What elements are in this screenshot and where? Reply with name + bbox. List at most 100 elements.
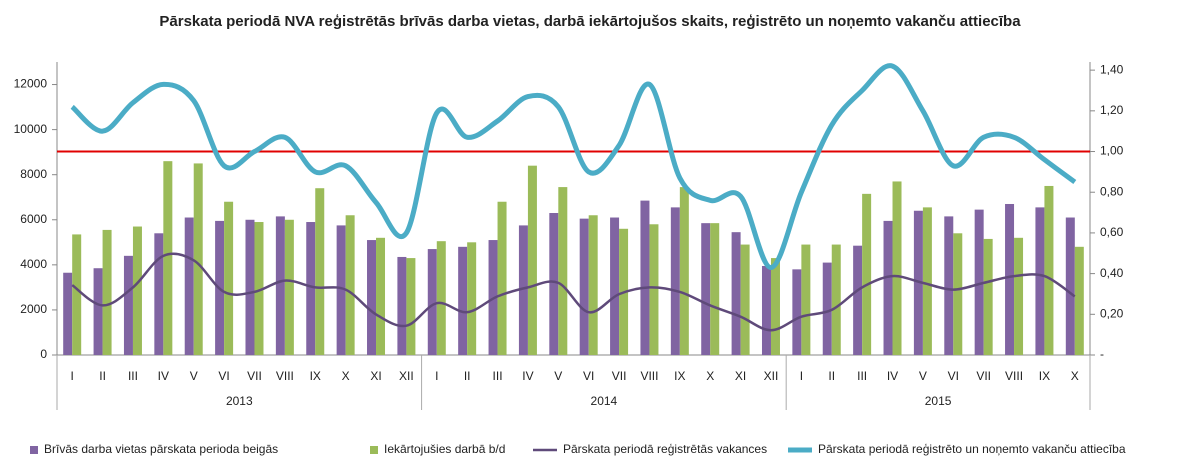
bar (922, 207, 932, 355)
x-tick-label: V (919, 369, 927, 383)
x-tick-label: II (464, 369, 471, 383)
bar (679, 187, 689, 355)
bar (376, 237, 386, 355)
bar (527, 165, 537, 355)
bar (1014, 237, 1024, 355)
x-tick-label: XII (764, 369, 779, 383)
bar (275, 216, 285, 355)
x-tick-label: V (190, 369, 198, 383)
bar (427, 249, 437, 355)
chart-title: Pārskata periodā NVA reģistrētās brīvās … (159, 13, 1021, 30)
y2-tick-label: 0,80 (1100, 184, 1124, 198)
bar (640, 200, 650, 355)
bar (72, 234, 82, 355)
bar (102, 229, 112, 355)
line (70, 63, 1077, 271)
bar (123, 255, 133, 355)
bar (93, 268, 103, 355)
x-tick-label: VII (976, 369, 991, 383)
bar (831, 244, 841, 355)
bar (588, 215, 598, 355)
x-tick-label: X (342, 369, 350, 383)
bar (345, 215, 355, 355)
legend-label: Iekārtojušies darbā b/d (384, 442, 505, 456)
y-tick-label: 2000 (20, 302, 47, 316)
bar (649, 224, 659, 355)
bar (731, 232, 741, 355)
bar (953, 233, 963, 355)
bar (245, 219, 255, 355)
x-group-label: 2014 (591, 394, 618, 408)
y-tick-label: 6000 (20, 212, 47, 226)
bar (436, 241, 446, 355)
y2-tick-label: 1,40 (1100, 62, 1124, 76)
legend-label: Pārskata periodā reģistrētās vakances (563, 442, 767, 456)
bar (193, 163, 203, 355)
legend-swatch (370, 446, 378, 454)
x-tick-label: X (1071, 369, 1079, 383)
y2-tick-label: 0,60 (1100, 225, 1124, 239)
x-tick-label: IX (310, 369, 321, 383)
bar (367, 240, 377, 355)
bar (862, 193, 872, 355)
y2-tick-label: 1,20 (1100, 103, 1124, 117)
x-tick-label: III (493, 369, 503, 383)
x-tick-label: IV (158, 369, 169, 383)
bar (315, 188, 325, 355)
bar (801, 244, 811, 355)
bar (883, 220, 893, 355)
bar (132, 226, 142, 355)
bar (458, 246, 468, 355)
bar (1035, 207, 1045, 355)
bar (254, 222, 264, 355)
x-group-label: 2013 (226, 394, 253, 408)
x-tick-label: I (71, 369, 74, 383)
bar (163, 161, 173, 355)
x-tick-label: II (99, 369, 106, 383)
y-tick-label: 8000 (20, 167, 47, 181)
bar (306, 222, 316, 355)
legend-label: Brīvās darba vietas pārskata perioda bei… (44, 442, 278, 456)
bar (944, 216, 954, 355)
y2-tick-label: 0,40 (1100, 266, 1124, 280)
bar (1074, 246, 1084, 355)
bar (406, 258, 416, 355)
x-tick-label: I (800, 369, 803, 383)
bar (518, 225, 528, 355)
x-tick-label: IX (674, 369, 685, 383)
bar (892, 181, 902, 355)
bar (336, 225, 346, 355)
x-tick-label: XII (399, 369, 414, 383)
x-tick-label: VIII (1005, 369, 1023, 383)
bar (701, 223, 711, 355)
y2-tick-label: - (1100, 347, 1104, 361)
x-tick-label: VIII (276, 369, 294, 383)
x-tick-label: VII (247, 369, 262, 383)
x-tick-label: III (128, 369, 138, 383)
x-tick-label: II (828, 369, 835, 383)
x-tick-label: VII (612, 369, 627, 383)
y-tick-label: 4000 (20, 257, 47, 271)
y-tick-label: 12000 (14, 77, 48, 91)
bar (761, 265, 771, 355)
bar (397, 256, 407, 355)
bar (1065, 217, 1075, 355)
x-tick-label: XI (370, 369, 381, 383)
x-tick-label: VI (583, 369, 594, 383)
x-tick-label: XI (735, 369, 746, 383)
x-tick-label: IV (522, 369, 533, 383)
bar (983, 238, 993, 355)
x-tick-label: X (706, 369, 714, 383)
bar (467, 242, 477, 355)
x-tick-label: I (435, 369, 438, 383)
bar (1005, 203, 1015, 355)
bar (558, 187, 568, 355)
x-group-label: 2015 (925, 394, 952, 408)
bar (549, 213, 559, 355)
legend-swatch (30, 446, 38, 454)
bar (610, 217, 620, 355)
y-tick-label: 0 (40, 347, 47, 361)
bar (63, 272, 73, 355)
bar (710, 223, 720, 355)
